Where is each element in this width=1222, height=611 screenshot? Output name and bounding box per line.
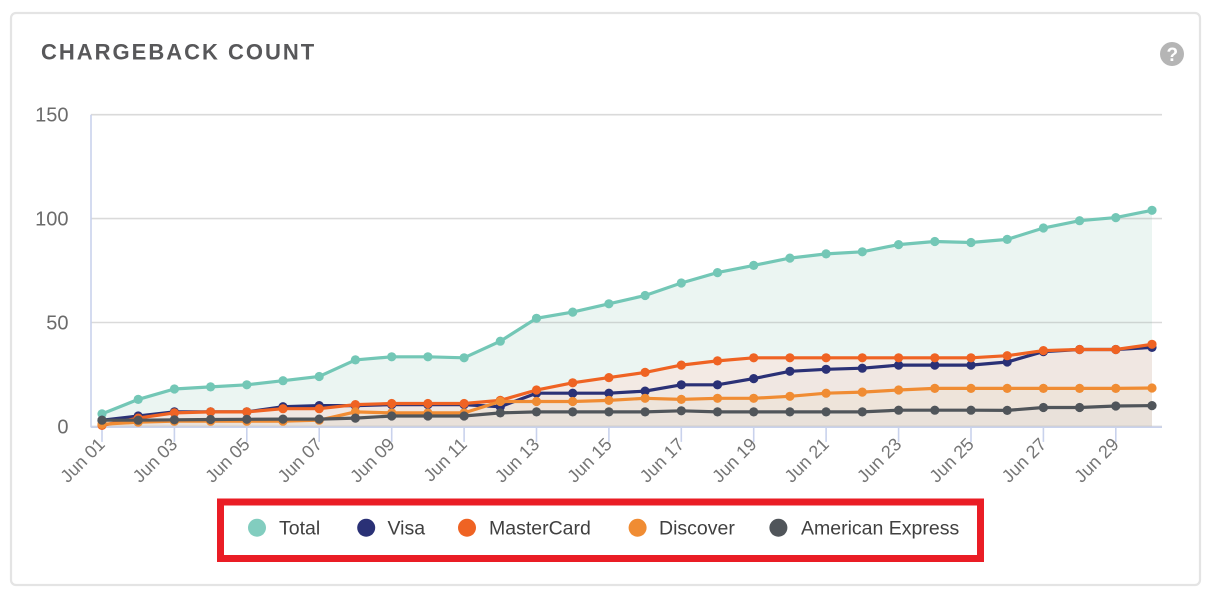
svg-text:0: 0 <box>57 416 68 438</box>
svg-text:MasterCard: MasterCard <box>489 518 591 540</box>
svg-text:American Express: American Express <box>801 518 959 540</box>
svg-text:150: 150 <box>35 105 68 127</box>
svg-text:100: 100 <box>35 209 68 231</box>
svg-text:?: ? <box>1166 45 1178 66</box>
svg-text:Visa: Visa <box>388 518 426 540</box>
svg-text:Total: Total <box>279 518 320 540</box>
svg-text:Discover: Discover <box>659 518 735 540</box>
svg-text:CHARGEBACK COUNT: CHARGEBACK COUNT <box>41 40 316 65</box>
svg-text:50: 50 <box>46 313 68 335</box>
